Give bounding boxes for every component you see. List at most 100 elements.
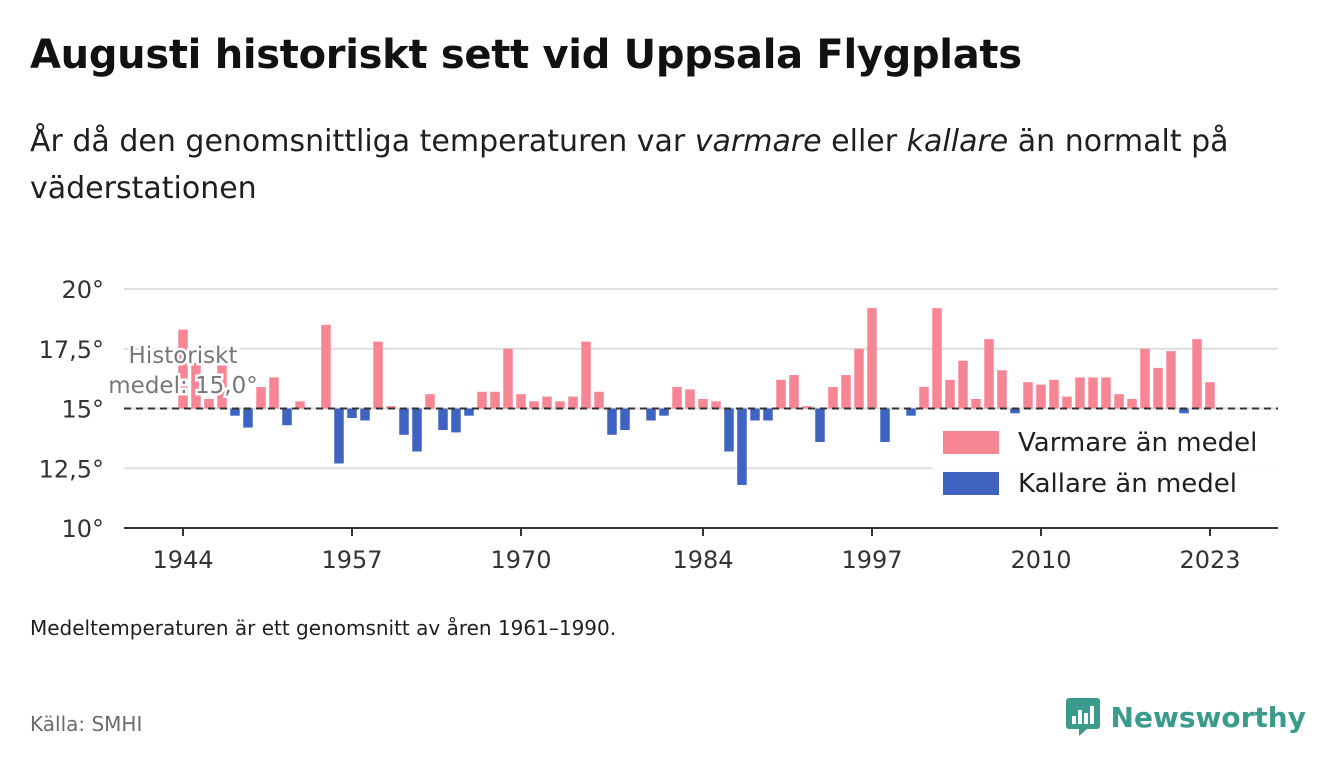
y-tick-label: 15° [61,396,104,424]
bar-warm [568,396,578,409]
bar-warm [594,391,604,409]
chart-subtitle: År då den genomsnittliga temperaturen va… [30,118,1270,212]
bar-warm [386,406,396,409]
bar-warm [373,341,383,409]
subtitle-part: År då den genomsnittliga temperaturen va… [30,124,695,159]
bar-warm [1192,339,1202,409]
baseline-label: medel: 15,0° [108,373,257,399]
bar-warm [555,401,565,409]
bar-warm [1088,377,1098,409]
bar-cold [464,408,474,416]
bar-cold [607,408,617,435]
bar-warm [295,401,305,409]
bar-warm [685,389,695,409]
bar-warm [1114,394,1124,409]
bar-warm [854,348,864,409]
bar-warm [191,363,201,409]
bar-cold [1179,408,1189,414]
baseline-label: Historiskt [129,343,238,369]
bar-cold [438,408,448,431]
bar-cold [334,408,344,464]
x-tick-label: 2010 [1010,546,1071,574]
source-label: Källa: SMHI [30,712,143,736]
bar-cold [646,408,656,421]
x-tick-label: 1970 [490,546,551,574]
bar-warm [256,386,266,409]
bar-warm [1205,382,1215,409]
y-axis-labels: 10° 12,5° 15° 17,5° 20° [39,276,104,543]
legend: Varmare än medel Kallare än medel [932,421,1278,507]
bar-warm [958,360,968,409]
bar-warm [1101,377,1111,409]
bar-cold [880,408,890,442]
bar-warm [698,398,708,409]
baseline: Historiskt medel: 15,0° [106,341,1278,410]
bar-warm [204,398,214,409]
bar-warm [269,377,279,409]
bar-cold [906,408,916,416]
chart-title: Augusti historiskt sett vid Uppsala Flyg… [30,32,1022,78]
y-tick-label: 20° [61,276,104,304]
bar-warm [581,341,591,409]
x-axis: 1944 1957 1970 1984 1997 2010 2023 [124,527,1278,574]
legend-label-warm: Varmare än medel [1018,428,1257,458]
bar-warm [945,379,955,409]
bar-warm [1140,348,1150,409]
bar-cold [620,408,630,431]
bar-warm [425,394,435,409]
bar-warm [789,375,799,409]
bar-warm [516,394,526,409]
y-tick-label: 12,5° [39,455,104,483]
subtitle-warm-word: varmare [694,124,822,159]
newsworthy-logo-icon [1065,698,1100,736]
bar-warm [542,396,552,409]
bar-cold [360,408,370,421]
bar-warm [217,365,227,409]
bar-cold [347,408,357,419]
bar-cold [659,408,669,416]
bars [178,308,1215,485]
bar-warm [672,386,682,409]
bar-warm [971,398,981,409]
bar-warm [828,386,838,409]
bar-warm [711,401,721,409]
x-tick-label: 1997 [841,546,902,574]
bar-cold [451,408,461,433]
bar-warm [1075,377,1085,409]
brand-name: Newsworthy [1110,700,1306,734]
x-tick-label: 1957 [321,546,382,574]
bar-cold [815,408,825,442]
legend-swatch-warm [943,431,999,454]
bar-cold [243,408,253,428]
bar-warm [529,401,539,409]
y-tick-label: 17,5° [39,336,104,364]
bar-cold [763,408,773,421]
footnote: Medeltemperaturen är ett genomsnitt av å… [30,616,617,640]
subtitle-cold-word: kallare [906,124,1009,159]
bar-cold [750,408,760,421]
bar-cold [737,408,747,485]
bar-warm [919,386,929,409]
bar-cold [282,408,292,426]
bar-cold [230,408,240,416]
bar-warm [1062,396,1072,409]
bar-cold [412,408,422,452]
bar-warm [1023,382,1033,409]
brand-logo[interactable]: Newsworthy [1065,696,1306,738]
bar-warm [1166,351,1176,409]
bar-warm [477,391,487,409]
bar-cold [1010,408,1020,414]
subtitle-part: eller [821,124,907,159]
bar-warm [997,370,1007,409]
bar-warm [867,308,877,409]
x-tick-label: 2023 [1179,546,1240,574]
bar-warm [178,329,188,409]
bar-cold [724,408,734,452]
bar-cold [399,408,409,435]
bar-warm [776,379,786,409]
y-tick-label: 10° [61,515,104,543]
legend-swatch-cold [943,472,999,495]
bar-warm [1036,384,1046,409]
bar-warm [1049,379,1059,409]
bar-warm [841,375,851,409]
